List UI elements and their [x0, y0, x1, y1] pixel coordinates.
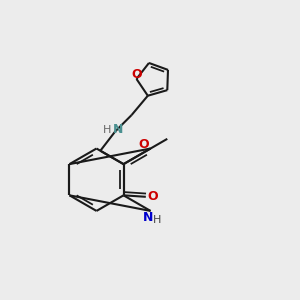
Text: O: O — [131, 68, 142, 81]
Text: H: H — [153, 215, 161, 225]
Text: O: O — [139, 138, 149, 152]
Text: H: H — [103, 125, 111, 135]
Text: O: O — [147, 190, 158, 203]
Text: N: N — [143, 211, 153, 224]
Text: N: N — [112, 123, 123, 136]
